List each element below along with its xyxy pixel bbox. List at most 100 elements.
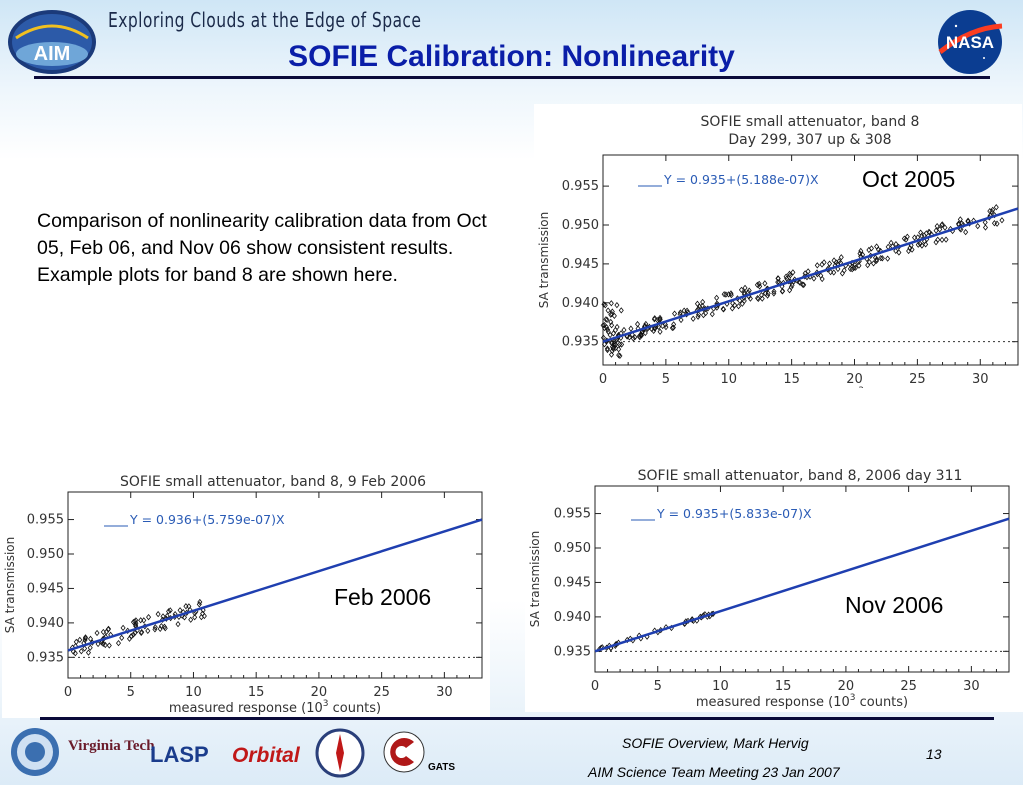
- y-axis-label: SA transmission: [3, 537, 17, 634]
- data-point: [133, 620, 139, 627]
- data-point: [755, 294, 761, 302]
- data-point: [865, 262, 871, 269]
- data-point: [838, 254, 844, 261]
- data-point: [828, 268, 834, 276]
- data-point: [183, 603, 189, 610]
- data-point: [866, 246, 872, 254]
- data-point: [652, 325, 658, 332]
- data-point: [917, 240, 923, 247]
- data-point: [926, 228, 932, 236]
- data-point: [78, 648, 84, 655]
- data-point: [878, 254, 884, 262]
- data-point: [82, 634, 89, 641]
- data-point: [909, 246, 915, 253]
- data-point: [601, 341, 608, 348]
- x-tick-label: 5: [127, 685, 135, 700]
- data-point: [604, 316, 610, 324]
- university-seal-icon: [11, 728, 59, 776]
- data-point: [858, 247, 864, 255]
- x-tick-label: 5: [654, 679, 662, 694]
- x-tick-label: 15: [248, 685, 265, 700]
- x-axis-label: measured response (103 counts): [696, 693, 908, 710]
- data-point: [630, 335, 636, 342]
- y-tick-label: 0.955: [562, 179, 599, 194]
- data-point: [146, 614, 152, 621]
- y-tick-label: 0.935: [27, 650, 64, 665]
- data-point: [893, 247, 899, 254]
- data-point: [130, 631, 136, 638]
- data-point: [943, 236, 949, 243]
- data-point: [628, 325, 634, 332]
- data-point: [82, 645, 88, 652]
- x-tick-label: 20: [838, 679, 855, 694]
- data-point: [177, 607, 183, 614]
- plot-oct-2005: SOFIE small attenuator, band 8 Day 299, 3…: [534, 104, 1022, 388]
- compass-seal-icon: [315, 728, 365, 778]
- data-point: [610, 330, 616, 337]
- data-point: [616, 352, 622, 359]
- data-point: [933, 227, 939, 234]
- data-point: [787, 287, 793, 294]
- data-point: [874, 256, 880, 263]
- x-axis-label: measured response (103 counts): [169, 699, 381, 716]
- data-point: [643, 320, 649, 328]
- data-point: [604, 345, 610, 352]
- data-point: [618, 307, 624, 314]
- gats-logo-text: GATS: [428, 762, 455, 773]
- fit-equation: Y = 0.935+(5.833e-07)X: [656, 506, 812, 521]
- data-point: [605, 328, 611, 335]
- data-point: [662, 321, 668, 328]
- data-point: [990, 206, 996, 214]
- data-point: [619, 341, 625, 348]
- data-point: [695, 313, 701, 320]
- data-point: [608, 351, 615, 358]
- data-point: [783, 273, 789, 280]
- y-tick-label: 0.945: [562, 257, 599, 272]
- x-tick-label: 10: [712, 679, 729, 694]
- data-point: [604, 346, 610, 354]
- data-point: [120, 624, 126, 632]
- data-point: [670, 324, 676, 331]
- page-number: 13: [926, 746, 942, 762]
- x-tick-label: 10: [720, 372, 737, 387]
- x-tick-label: 5: [662, 372, 670, 387]
- data-point: [989, 208, 995, 215]
- page-title: SOFIE Calibration: Nonlinearity: [288, 40, 735, 73]
- x-tick-label: 25: [909, 372, 926, 387]
- data-point: [786, 278, 792, 285]
- data-point: [126, 635, 132, 642]
- y-tick-label: 0.950: [27, 547, 64, 562]
- data-point: [805, 268, 811, 275]
- data-point: [102, 641, 108, 649]
- data-point: [610, 345, 616, 353]
- data-point: [141, 617, 147, 624]
- gats-logo-icon: [383, 731, 425, 773]
- data-point: [933, 239, 939, 246]
- data-point: [158, 623, 164, 630]
- data-point: [879, 255, 885, 262]
- data-point: [992, 211, 998, 219]
- data-point: [611, 338, 617, 345]
- data-point: [602, 324, 608, 332]
- plot-label-nov: Nov 2006: [845, 592, 944, 618]
- data-point: [739, 300, 745, 307]
- x-tick-label: 10: [185, 685, 202, 700]
- data-point: [827, 260, 833, 267]
- x-tick-label: 20: [846, 372, 863, 387]
- y-tick-label: 0.950: [554, 541, 591, 556]
- y-tick-label: 0.955: [27, 513, 64, 528]
- data-point: [651, 327, 657, 335]
- footer-meeting: AIM Science Team Meeting 23 Jan 2007: [588, 764, 840, 780]
- data-point: [939, 222, 945, 229]
- data-point: [720, 305, 726, 313]
- data-point: [621, 326, 627, 334]
- data-point: [790, 269, 796, 276]
- data-point: [614, 302, 620, 309]
- x-tick-label: 0: [591, 679, 599, 694]
- x-tick-label: 25: [373, 685, 390, 700]
- x-tick-label: 30: [436, 685, 453, 700]
- plot-title: SOFIE small attenuator, band 8: [701, 114, 920, 130]
- y-tick-label: 0.940: [562, 296, 599, 311]
- data-point: [703, 309, 709, 317]
- plot-feb-2006: SOFIE small attenuator, band 8, 9 Feb 20…: [2, 466, 490, 718]
